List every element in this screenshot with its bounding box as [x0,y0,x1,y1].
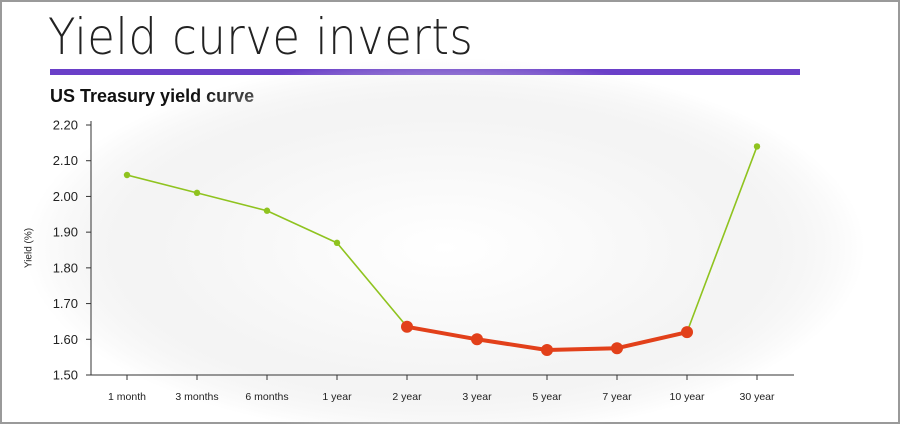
x-tick-label: 1 year [322,391,352,403]
x-tick-label: 6 months [245,391,288,403]
x-tick-label: 1 month [108,391,146,403]
x-tick-label: 30 year [739,391,775,403]
data-point [333,239,341,247]
data-point [753,143,761,150]
inverted-data-point [611,342,623,355]
y-tick-label: 1.80 [53,260,78,275]
x-tick-label: 3 year [462,391,492,403]
x-tick-label: 7 year [602,391,632,403]
y-tick-label: 1.50 [53,368,78,383]
data-point [193,189,201,197]
curve-segment [336,242,408,328]
inverted-segment [475,337,549,352]
data-point [263,207,271,214]
y-tick-label: 2.00 [53,189,78,204]
x-tick-label: 5 year [532,391,562,403]
y-tick-label: 2.10 [53,153,78,168]
y-tick-label: 1.60 [53,332,78,347]
data-point [123,171,131,179]
x-tick-label: 3 months [175,391,218,403]
curve-segment [686,145,758,333]
x-tick-label: 2 year [392,391,422,403]
x-tick-label: 10 year [669,391,705,403]
inverted-data-point [541,344,553,356]
plot-background-glow [25,58,865,424]
curve-segment [266,209,338,244]
inverted-segment [615,330,689,351]
curve-segment [196,192,268,212]
y-tick-label: 1.70 [53,296,78,311]
inverted-segment [545,346,619,352]
curve-segment [126,174,198,194]
inverted-segment [405,324,479,342]
page-title: Yield curve inverts [48,8,474,66]
y-tick-label: 2.20 [53,118,78,133]
inverted-data-point [471,333,483,346]
y-tick-label: 1.90 [53,225,78,240]
inverted-data-point [681,326,693,339]
inverted-data-point [401,320,413,333]
